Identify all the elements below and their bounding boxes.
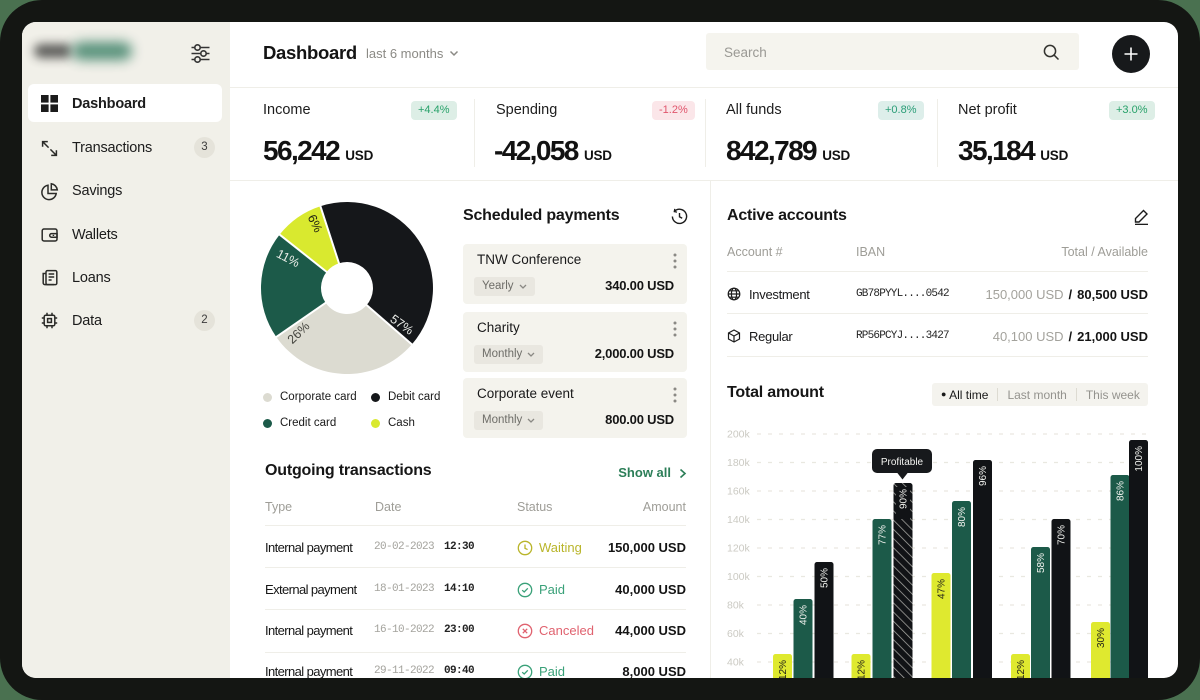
svg-text:30%: 30% xyxy=(1096,628,1107,648)
svg-text:120k: 120k xyxy=(727,543,751,555)
svg-text:140k: 140k xyxy=(727,514,751,526)
svg-text:77%: 77% xyxy=(878,525,889,545)
svg-text:70%: 70% xyxy=(1057,525,1068,545)
svg-text:90%: 90% xyxy=(899,489,910,509)
svg-text:50%: 50% xyxy=(820,568,831,588)
svg-text:47%: 47% xyxy=(937,579,948,599)
svg-text:86%: 86% xyxy=(1116,481,1127,501)
svg-text:160k: 160k xyxy=(727,486,751,498)
svg-text:200k: 200k xyxy=(727,429,751,441)
svg-text:Profitable: Profitable xyxy=(881,457,924,468)
svg-text:80%: 80% xyxy=(957,507,968,527)
svg-text:12%: 12% xyxy=(778,660,789,678)
svg-text:96%: 96% xyxy=(978,466,989,486)
svg-text:12%: 12% xyxy=(1016,660,1027,678)
svg-text:40%: 40% xyxy=(799,605,810,625)
svg-text:180k: 180k xyxy=(727,457,751,469)
svg-text:40k: 40k xyxy=(727,657,745,669)
svg-text:60k: 60k xyxy=(727,628,745,640)
svg-text:80k: 80k xyxy=(727,600,745,612)
svg-text:100%: 100% xyxy=(1134,446,1145,472)
svg-text:58%: 58% xyxy=(1036,553,1047,573)
svg-text:12%: 12% xyxy=(857,660,868,678)
svg-text:100k: 100k xyxy=(727,571,751,583)
